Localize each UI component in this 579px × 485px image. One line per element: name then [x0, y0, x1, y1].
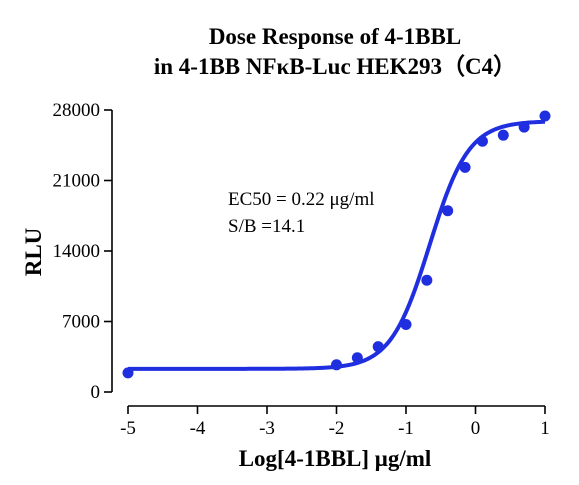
y-tick-label: 0	[91, 382, 101, 403]
y-tick-label: 14000	[53, 241, 101, 262]
x-tick-label: -1	[398, 418, 414, 439]
x-tick-label: -3	[259, 418, 275, 439]
fit-curve	[128, 119, 546, 371]
data-point	[518, 121, 530, 133]
y-tick-label: 7000	[62, 312, 100, 333]
chart-title: Dose Response of 4-1BBL	[209, 24, 461, 49]
data-point	[421, 274, 433, 286]
data-point	[351, 352, 363, 364]
y-tick-label: 21000	[53, 171, 101, 192]
data-point	[476, 135, 488, 147]
data-point	[400, 319, 412, 331]
sb-annotation: S/B =14.1	[228, 216, 305, 237]
x-tick-label: -4	[190, 418, 206, 439]
x-tick-label: -2	[329, 418, 345, 439]
y-axis-title: RLU	[21, 227, 46, 276]
data-point	[372, 341, 384, 353]
chart-subtitle: in 4-1BB NFκB-Luc HEK293（C4）	[154, 53, 516, 79]
y-tick-label: 28000	[53, 100, 101, 121]
data-points	[122, 110, 551, 379]
data-point	[442, 205, 454, 217]
data-point	[497, 129, 509, 141]
x-axis-ticks: -5 -4 -3 -2 -1 0 1	[120, 406, 550, 439]
data-point	[539, 110, 551, 122]
y-axis-ticks: 0 7000 14000 21000 28000	[53, 100, 112, 403]
x-tick-label: 0	[471, 418, 481, 439]
axes	[111, 110, 545, 407]
data-point	[459, 161, 471, 173]
ec50-annotation: EC50 = 0.22 μg/ml	[228, 189, 375, 210]
x-axis-title: Log[4-1BBL] μg/ml	[239, 446, 432, 471]
x-tick-label: -5	[120, 418, 136, 439]
x-tick-label: 1	[540, 418, 550, 439]
data-point	[331, 359, 342, 371]
data-point	[122, 367, 134, 379]
